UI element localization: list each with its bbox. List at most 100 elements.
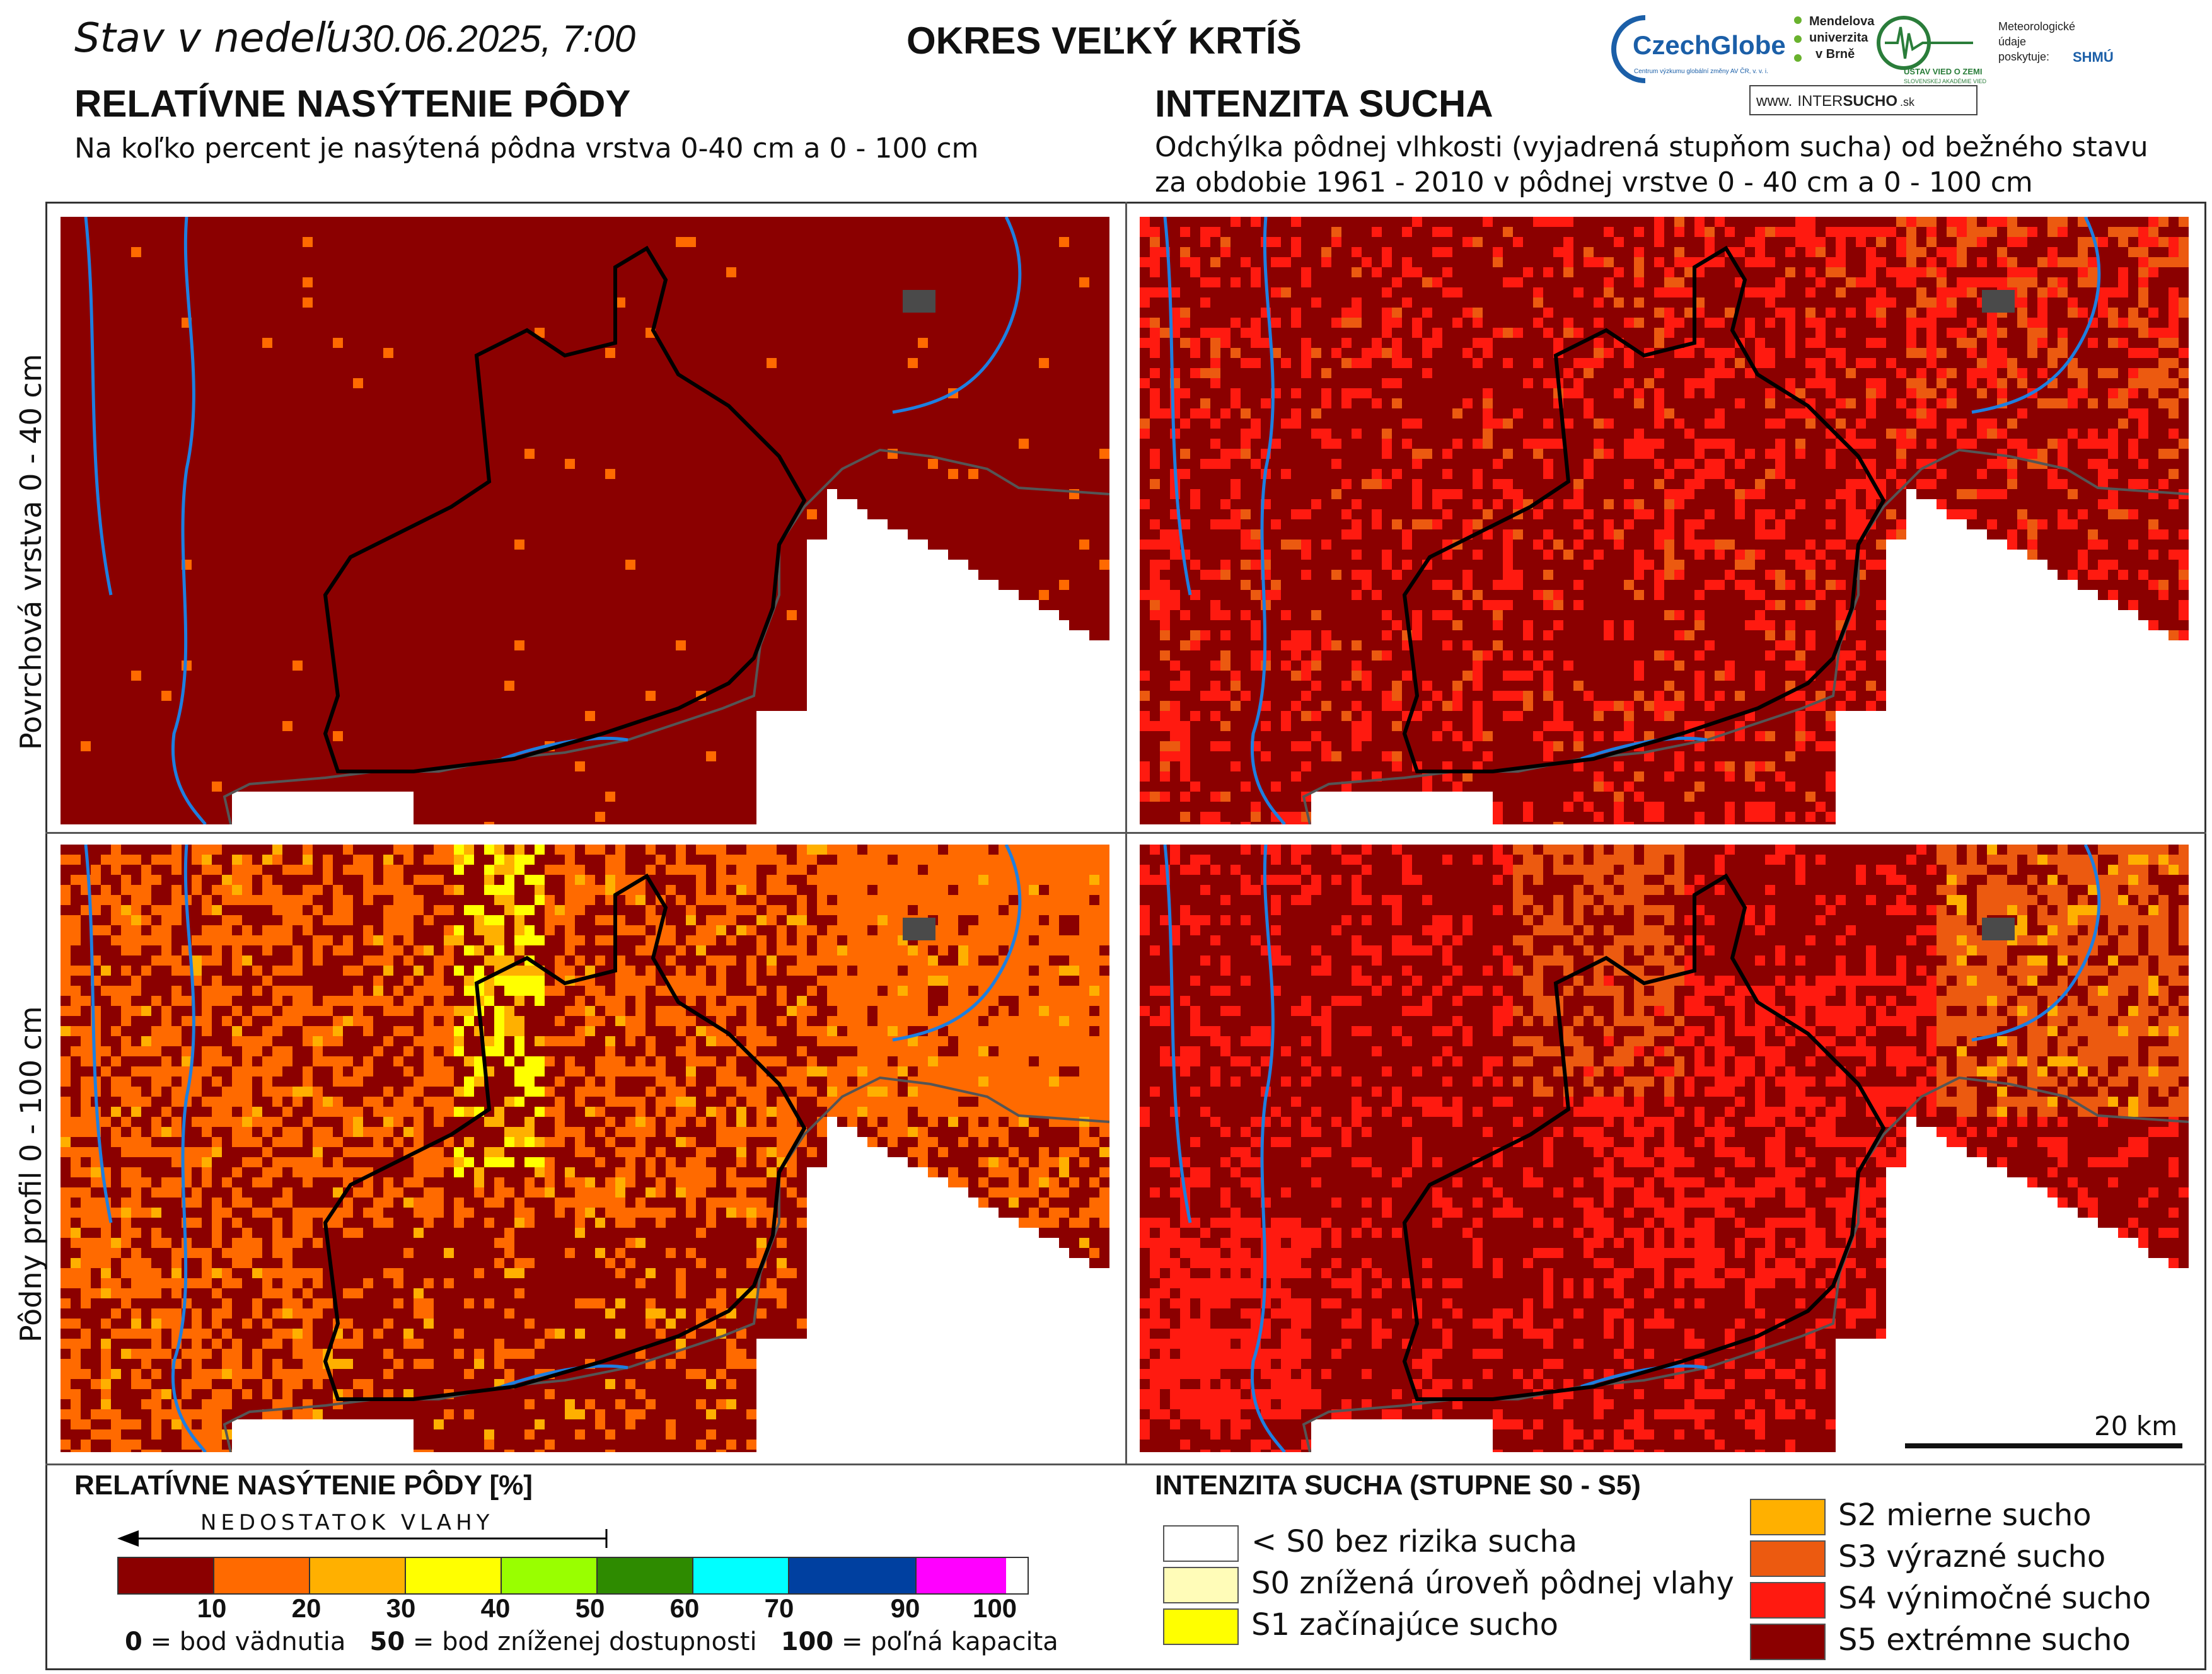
map-saturation-0-40 [61,217,1109,824]
river [501,1364,628,1388]
river [501,736,628,761]
drought-class-swatch [1163,1567,1239,1603]
svg-text:SHMÚ: SHMÚ [2073,49,2114,65]
czechglobe-logo: CzechGlobe Centrum výzkumu globální změn… [1611,15,1786,83]
scale-bar [1905,1443,2182,1448]
colorbar-tick-label: 90 [891,1593,920,1624]
river [1251,845,1286,1452]
state-border [1302,1076,2189,1452]
report-date: Stav v nedeľu30.06.2025, 7:00 [74,15,635,62]
river [1580,736,1708,761]
state-border [1302,448,2189,824]
river [84,217,113,596]
czechglobe-sub: Centrum výzkumu globální změny AV ČR, v.… [1634,67,1768,75]
district-boundary [1402,873,1886,1401]
river [171,845,207,1452]
colorbar-tick-label: 60 [670,1593,700,1624]
row-label-top: Povrchová vrstva 0 - 40 cm [14,354,48,750]
drought-class-label: S5 extrémne sucho [1838,1622,2131,1658]
drought-class-swatch [1750,1499,1826,1535]
colorbar-segment [502,1558,598,1593]
colorbar-segment [917,1558,1006,1593]
drought-class-label: S2 mierne sucho [1838,1498,2092,1533]
colorbar-segment [310,1558,406,1593]
town-area [1982,918,2015,940]
deficit-label: NEDOSTATOK VLAHY [200,1510,494,1535]
state-border [223,448,1109,824]
colorbar-segment [789,1558,917,1593]
town-area [1982,290,2015,313]
drought-class-label: S1 začínajúce sucho [1251,1607,1558,1642]
river [84,845,113,1223]
drought-class-swatch [1163,1525,1239,1562]
map-drought-0-40 [1140,217,2189,824]
saturation-colorbar [117,1557,1029,1595]
czechglobe-text: CzechGlobe [1633,30,1786,60]
colorbar-tick-label: 10 [197,1593,227,1624]
river [1971,845,2101,1042]
drought-title: INTENZITA SUCHA [1155,82,1493,125]
drought-class-label: < S0 bez rizika sucha [1251,1524,1577,1559]
svg-text:www.INTERSUCHO.sk: www. INTERSUCHO .sk [1756,93,1915,110]
intersucho-logo: www. INTERSUCHO .sk [1749,85,1977,115]
colorbar-tick-label: 20 [292,1593,321,1624]
district-boundary [323,873,807,1401]
drought-class-label: S3 výrazné sucho [1838,1539,2105,1574]
district-boundary [1402,245,1886,773]
colorbar-tick-label: 100 [973,1593,1017,1624]
drought-class-swatch [1750,1582,1826,1619]
colorbar-segment [214,1558,310,1593]
river [1971,217,2101,414]
svg-text:Meteorologické: Meteorologické [1998,20,2075,33]
date-value: 30.06.2025, 7:00 [352,18,635,60]
legend-divider [45,1463,2206,1465]
map-drought-0-100 [1140,845,2189,1452]
saturation-ticks: 10 20 30 40 50 60 70 90 100 [0,1593,1072,1625]
town-area [903,918,935,940]
colorbar-segment [598,1558,693,1593]
district-title: OKRES VEĽKÝ KRTÍŠ [906,19,1302,62]
colorbar-segment [693,1558,789,1593]
svg-text:v Brně: v Brně [1815,47,1855,61]
svg-text:Mendelova: Mendelova [1809,14,1875,28]
map-saturation-0-100 [61,845,1109,1452]
colorbar-segment [406,1558,502,1593]
state-border [223,1076,1109,1452]
drought-subtitle-line1: Odchýlka pôdnej vlhkosti (vyjadrená stup… [1155,130,2148,165]
river [892,217,1022,414]
svg-text:poskytuje:: poskytuje: [1998,50,2049,63]
river [1163,845,1192,1223]
saturation-notes: 0 = bod vädnutia 50 = bod zníženej dostu… [125,1627,1058,1656]
scale-bar-label: 20 km [2094,1411,2177,1441]
drought-subtitle: Odchýlka pôdnej vlhkosti (vyjadrená stup… [1155,130,2148,200]
panel-divider-horizontal [45,832,2206,834]
river [1580,1364,1708,1388]
deficit-arrow [117,1529,608,1548]
colorbar-tick-label: 30 [386,1593,416,1624]
colorbar-tick-label: 50 [576,1593,605,1624]
drought-class-swatch [1750,1540,1826,1577]
river [892,845,1022,1042]
uvz-logo: ÚSTAV VIED O ZEMI SLOVENSKEJ AKADÉMIE VI… [1877,16,1987,84]
date-prefix: Stav v nedeľu [74,15,352,62]
colorbar-tick-label: 70 [765,1593,794,1624]
drought-class-swatch [1750,1624,1826,1660]
district-boundary [323,245,807,773]
drought-class-label: S0 znížená úroveň pôdnej vlahy [1251,1566,1734,1601]
drought-class-swatch [1163,1608,1239,1645]
partner-logos: CzechGlobe Centrum výzkumu globální změn… [1611,14,2114,115]
river [171,217,207,824]
svg-text:ÚSTAV VIED O ZEMI: ÚSTAV VIED O ZEMI [1904,67,1982,76]
saturation-legend-title: RELATÍVNE NASÝTENIE PÔDY [%] [74,1470,533,1501]
svg-text:univerzita: univerzita [1809,31,1868,45]
shmu-logo: Meteorologické údaje poskytuje: SHMÚ [1998,20,2114,65]
colorbar-tick-label: 40 [481,1593,511,1624]
svg-text:SLOVENSKEJ AKADÉMIE VIED: SLOVENSKEJ AKADÉMIE VIED [1904,78,1987,84]
drought-class-label: S4 výnimočné sucho [1838,1581,2151,1616]
mendel-logo: Mendelova univerzita v Brně [1794,14,1875,62]
drought-subtitle-line2: za obdobie 1961 - 2010 v pôdnej vrstve 0… [1155,165,2148,200]
saturation-title: RELATÍVNE NASÝTENIE PÔDY [74,82,630,125]
saturation-subtitle: Na koľko percent je nasýtená pôdna vrstv… [74,132,978,165]
river [1163,217,1192,596]
row-label-bottom: Pôdny profil 0 - 100 cm [14,1006,48,1342]
